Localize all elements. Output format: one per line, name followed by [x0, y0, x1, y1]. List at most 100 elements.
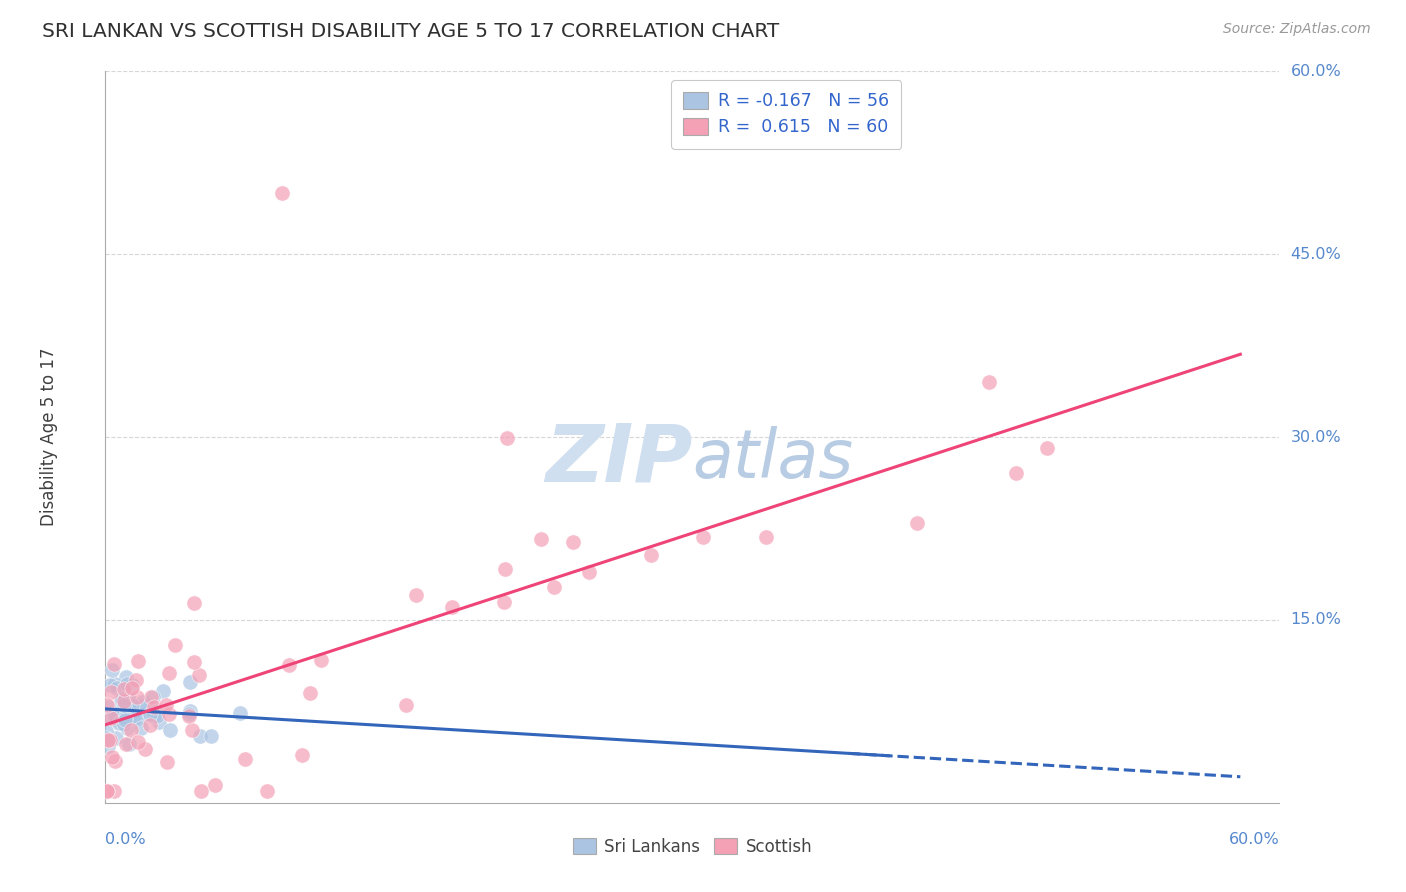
Point [127, 734, 149, 748]
Point [114, 714, 136, 728]
Point [115, 737, 138, 751]
Point [103, 657, 125, 671]
Point [187, 668, 209, 682]
Point [179, 675, 201, 690]
Point [177, 707, 200, 722]
Point [121, 700, 143, 714]
Point [127, 654, 149, 668]
Point [112, 717, 135, 731]
Point [105, 681, 128, 695]
Point [104, 755, 127, 769]
Point [98, 733, 121, 747]
Point [111, 712, 134, 726]
Text: 15.0%: 15.0% [1291, 613, 1341, 627]
Point [278, 657, 301, 672]
Point [110, 697, 132, 711]
Point [127, 711, 149, 725]
Point [114, 670, 136, 684]
Point [165, 638, 187, 652]
Point [183, 656, 205, 670]
Point [440, 599, 463, 614]
Point [117, 691, 139, 706]
Point [96, 783, 118, 797]
Point [692, 530, 714, 544]
Point [309, 653, 332, 667]
Point [103, 783, 125, 797]
Point [96, 698, 118, 713]
Point [200, 729, 222, 743]
Point [139, 718, 162, 732]
Point [100, 678, 122, 692]
Text: 45.0%: 45.0% [1291, 247, 1341, 261]
Point [111, 693, 134, 707]
Legend: Sri Lankans, Scottish: Sri Lankans, Scottish [564, 830, 821, 864]
Point [494, 561, 516, 575]
Point [395, 698, 418, 712]
Point [298, 686, 321, 700]
Point [155, 698, 177, 712]
Point [104, 677, 127, 691]
Point [112, 694, 135, 708]
Point [118, 738, 141, 752]
Text: atlas: atlas [692, 426, 853, 492]
Point [96, 723, 118, 738]
Point [543, 580, 565, 594]
Point [134, 742, 156, 756]
Point [496, 431, 519, 445]
Point [112, 698, 135, 712]
Point [640, 548, 662, 562]
Point [578, 565, 600, 579]
Point [124, 710, 146, 724]
Point [97, 710, 120, 724]
Point [101, 663, 124, 677]
Point [157, 666, 180, 681]
Point [494, 595, 516, 609]
Text: Source: ZipAtlas.com: Source: ZipAtlas.com [1223, 22, 1371, 37]
Point [120, 723, 142, 737]
Point [179, 705, 201, 719]
Point [111, 692, 134, 706]
Text: 60.0%: 60.0% [1291, 64, 1341, 78]
Point [291, 748, 314, 763]
Point [118, 707, 141, 722]
Text: 60.0%: 60.0% [1229, 832, 1279, 847]
Point [143, 709, 166, 723]
Point [132, 695, 155, 709]
Point [139, 706, 162, 721]
Text: Disability Age 5 to 17: Disability Age 5 to 17 [41, 348, 58, 526]
Point [755, 530, 778, 544]
Point [233, 752, 256, 766]
Point [97, 739, 120, 754]
Point [118, 696, 141, 710]
Point [122, 710, 145, 724]
Point [121, 698, 143, 713]
Point [977, 376, 1000, 390]
Point [121, 681, 143, 696]
Point [148, 715, 170, 730]
Point [146, 709, 169, 723]
Point [100, 749, 122, 764]
Point [159, 707, 181, 722]
Text: ZIP: ZIP [546, 420, 692, 498]
Point [183, 596, 205, 610]
Point [127, 690, 149, 705]
Point [270, 186, 292, 201]
Point [100, 711, 122, 725]
Point [115, 721, 138, 735]
Point [139, 690, 162, 705]
Point [159, 723, 181, 737]
Point [530, 533, 553, 547]
Point [107, 706, 129, 721]
Text: 30.0%: 30.0% [1291, 430, 1341, 444]
Point [229, 706, 252, 720]
Point [117, 689, 139, 703]
Point [100, 684, 122, 698]
Point [97, 699, 120, 714]
Point [143, 699, 166, 714]
Point [115, 705, 138, 719]
Point [96, 783, 118, 797]
Point [97, 733, 120, 747]
Point [134, 707, 156, 722]
Point [129, 721, 152, 735]
Point [405, 589, 427, 603]
